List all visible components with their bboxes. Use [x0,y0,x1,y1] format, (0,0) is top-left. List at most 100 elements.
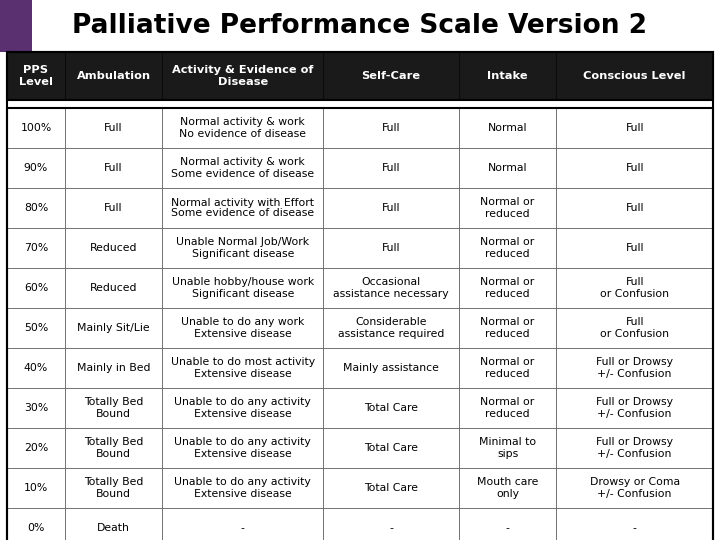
Text: Conscious Level: Conscious Level [583,71,686,81]
Text: Unable to do any activity
Extensive disease: Unable to do any activity Extensive dise… [174,397,311,419]
Bar [459,468,557,508]
Bar [323,388,459,428]
Text: Drowsy or Coma
+/- Confusion: Drowsy or Coma +/- Confusion [590,477,680,499]
Text: Mainly Sit/Lie: Mainly Sit/Lie [77,323,150,333]
Text: 20%: 20% [24,443,48,453]
Text: 0%: 0% [27,523,45,533]
Text: Totally Bed
Bound: Totally Bed Bound [84,437,143,459]
Bar [7,348,65,388]
Bar [162,468,323,508]
Bar [65,188,162,228]
Bar [323,188,459,228]
Bar [65,228,162,268]
Bar [65,148,162,188]
Text: Normal: Normal [488,163,527,173]
Text: Normal activity with Effort: Normal activity with Effort [171,198,315,208]
Text: 60%: 60% [24,283,48,293]
Bar [323,268,459,308]
Bar [7,52,713,100]
Text: Unable hobby/house work
Significant disease: Unable hobby/house work Significant dise… [171,277,314,299]
Text: Minimal to
sips: Minimal to sips [479,437,536,459]
Bar [7,388,65,428]
Text: Normal activity & work
Some evidence of disease: Normal activity & work Some evidence of … [171,157,315,179]
Bar [65,308,162,348]
Text: 70%: 70% [24,243,48,253]
Bar [323,508,459,540]
Bar [65,428,162,468]
Text: -: - [633,523,636,533]
Bar [65,268,162,308]
Bar [323,348,459,388]
Bar [459,388,557,428]
Bar [7,308,65,348]
Bar [459,148,557,188]
Text: Full: Full [104,123,123,133]
Text: Reduced: Reduced [90,243,138,253]
Bar [459,228,557,268]
Text: Unable Normal Job/Work
Significant disease: Unable Normal Job/Work Significant disea… [176,237,310,259]
Bar [7,108,713,540]
Bar [65,108,162,148]
Bar [162,508,323,540]
Bar [7,428,65,468]
Text: 30%: 30% [24,403,48,413]
Bar [459,52,557,100]
Text: 50%: 50% [24,323,48,333]
Bar [7,188,65,228]
Text: Considerable
assistance required: Considerable assistance required [338,317,444,339]
Bar [557,388,713,428]
Bar [65,52,162,100]
Bar [323,228,459,268]
Text: Total Care: Total Care [364,483,418,493]
Text: 80%: 80% [24,203,48,213]
Bar [459,108,557,148]
Text: Occasional
assistance necessary: Occasional assistance necessary [333,277,449,299]
Bar [323,308,459,348]
Bar [162,108,323,148]
Text: Full: Full [104,163,123,173]
Bar [557,268,713,308]
Text: Full: Full [626,123,644,133]
Text: Normal or
reduced: Normal or reduced [480,197,535,219]
Text: 40%: 40% [24,363,48,373]
Text: Full
or Confusion: Full or Confusion [600,277,669,299]
Text: 100%: 100% [20,123,52,133]
Bar [459,308,557,348]
Bar [162,348,323,388]
Text: Normal or
reduced: Normal or reduced [480,357,535,379]
Text: Normal activity & work
No evidence of disease: Normal activity & work No evidence of di… [179,117,306,139]
Text: 10%: 10% [24,483,48,493]
Text: -: - [389,523,393,533]
Text: PPS
Level: PPS Level [19,65,53,87]
Text: Full: Full [382,243,400,253]
Text: Mainly assistance: Mainly assistance [343,363,439,373]
Bar [162,428,323,468]
Text: Full or Drowsy
+/- Confusion: Full or Drowsy +/- Confusion [596,437,673,459]
Bar [557,508,713,540]
Bar [162,188,323,228]
Text: Normal or
reduced: Normal or reduced [480,277,535,299]
Text: Total Care: Total Care [364,443,418,453]
Bar [557,148,713,188]
Bar [162,388,323,428]
Bar [7,148,65,188]
Bar [7,508,65,540]
Bar [162,268,323,308]
Text: Intake: Intake [487,71,528,81]
Bar [0,0,32,52]
Bar [557,52,713,100]
Bar [557,468,713,508]
Text: Full: Full [382,123,400,133]
Bar [323,108,459,148]
Text: Ambulation: Ambulation [76,71,150,81]
Bar [65,388,162,428]
Bar [162,52,323,100]
Bar [7,268,65,308]
Text: Full: Full [626,163,644,173]
Text: 90%: 90% [24,163,48,173]
Text: Unable to do any activity
Extensive disease: Unable to do any activity Extensive dise… [174,437,311,459]
Text: Some evidence of disease: Some evidence of disease [171,208,315,218]
Bar [557,228,713,268]
Bar [323,468,459,508]
Text: Full: Full [626,243,644,253]
